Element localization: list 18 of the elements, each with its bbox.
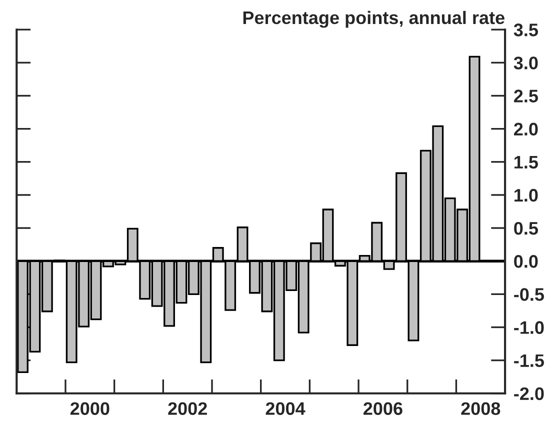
y-tick-label: -0.5 (514, 288, 544, 301)
y-tick-label: 0.0 (514, 255, 538, 268)
x-tick-label: 2002 (168, 402, 207, 415)
y-tick-label: 1.0 (514, 188, 538, 202)
y-tick-label: 1.5 (514, 156, 538, 169)
x-tick-label: 2004 (266, 402, 306, 415)
y-tick-label: -1.0 (514, 321, 544, 334)
y-tick-label: 3.0 (514, 56, 538, 70)
y-axis-title: Percentage points, annual rate (243, 10, 504, 28)
x-tick-label: 2000 (70, 402, 110, 415)
y-tick-label: 2.5 (514, 90, 538, 102)
y-tick-label: 0.5 (514, 222, 538, 235)
y-tick-label: 3.5 (514, 24, 538, 36)
y-tick-label: -1.5 (514, 354, 544, 368)
x-tick-label: 2008 (461, 402, 500, 415)
y-tick-label: -2.0 (514, 387, 544, 400)
y-tick-label: 2.0 (514, 122, 538, 136)
x-tick-label: 2006 (363, 402, 402, 415)
